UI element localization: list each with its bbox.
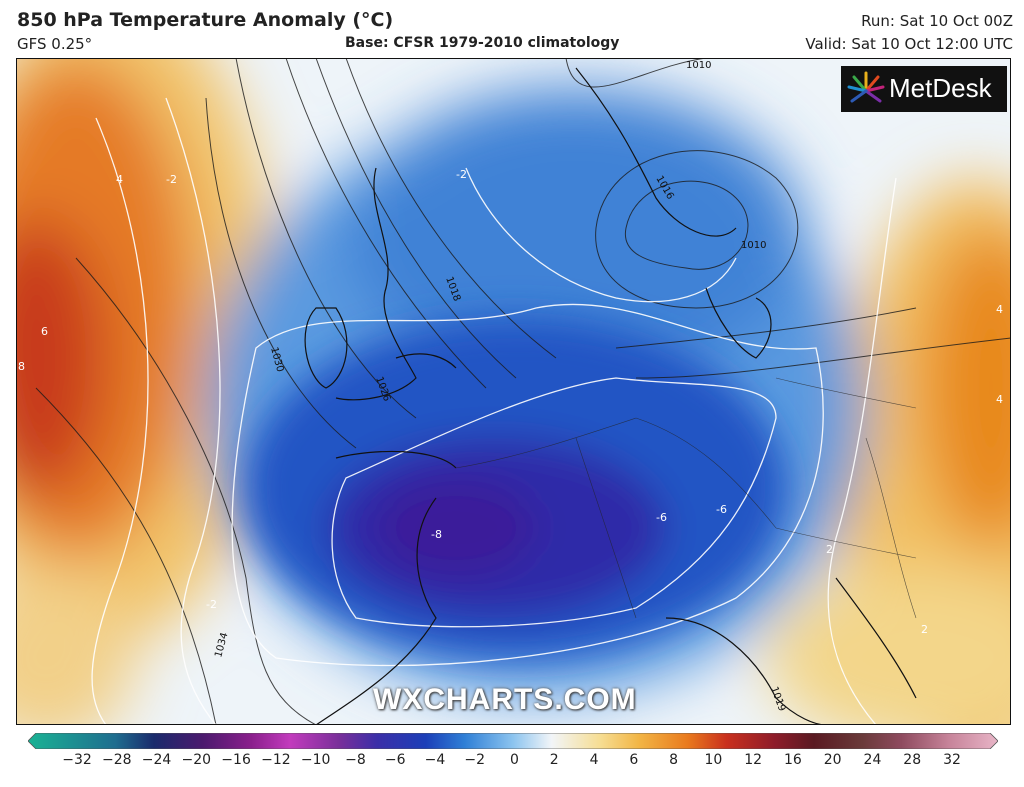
color-scale-tick: 28: [903, 752, 922, 768]
color-scale-tick: −4: [424, 752, 446, 768]
color-scale-tick: 6: [629, 752, 639, 768]
color-scale-tick: −10: [300, 752, 331, 768]
color-scale-tick: −28: [101, 752, 132, 768]
color-scale-ticks: −32 −28 −24 −20 −16 −12 −10 −8 −6 −4 −2 0 2 4 6 8 10 12 16…: [0, 752, 1024, 774]
color-scale-tick: 32: [943, 752, 961, 768]
contour-label: 8: [18, 360, 25, 373]
country-border: [865, 437, 917, 619]
east-warm-core: [921, 228, 1011, 548]
coastline-italy: [665, 617, 827, 725]
wxcharts-watermark: WXCHARTS.COM: [373, 683, 637, 716]
anomaly-contour: [827, 177, 897, 725]
country-border: [635, 417, 777, 529]
climatology-base-label: Base: CFSR 1979-2010 climatology: [345, 35, 620, 51]
country-border: [775, 527, 917, 559]
color-scale-tick: −24: [141, 752, 172, 768]
coastline-france-iberia: [315, 450, 457, 725]
contour-label: 6: [41, 325, 48, 338]
isobar: [315, 58, 517, 379]
country-border: [575, 437, 637, 619]
color-scale-bar: [28, 733, 998, 749]
anomaly-contour: [331, 377, 777, 628]
color-scale-tick: −12: [261, 752, 291, 768]
isobar: [235, 58, 417, 419]
isobar-label: 1010: [741, 240, 766, 251]
color-scale-tick: 20: [823, 752, 842, 768]
color-scale-tick: −16: [221, 752, 251, 768]
isobar: [595, 150, 799, 309]
color-scale-tick: 0: [510, 752, 519, 768]
cold-anomaly-inner: [376, 478, 536, 578]
anomaly-contour: [165, 97, 221, 725]
country-border: [455, 417, 637, 469]
contour-label: -2: [206, 598, 217, 611]
isobar: [635, 337, 1011, 379]
metdesk-logo: MetDesk: [841, 66, 1007, 112]
color-scale-tick: 4: [589, 752, 599, 768]
valid-time-label: Valid: Sat 10 Oct 12:00 UTC: [805, 35, 1013, 53]
country-border: [775, 377, 917, 409]
cold-anomaly-north: [346, 88, 806, 388]
coastline-denmark: [705, 287, 772, 359]
map-frame: [16, 58, 1011, 725]
color-scale-tick: 12: [744, 752, 763, 768]
contour-label: 2: [826, 543, 833, 556]
isobar-low-center: [624, 180, 749, 270]
model-label: GFS 0.25°: [17, 35, 93, 53]
coastline-britain: [335, 167, 457, 401]
anomaly-map: -6 -6 -8 -2 -2 -2 4 6 8 4 4 2 2 1010 101…: [16, 58, 1011, 725]
logo-text: MetDesk: [889, 73, 992, 103]
contour-label: 4: [996, 393, 1003, 406]
isobar: [285, 58, 487, 389]
contour-label: -2: [166, 173, 177, 186]
isobar: [35, 387, 217, 725]
contour-label: -8: [431, 528, 442, 541]
isobar: [565, 58, 707, 88]
anomaly-contour: [231, 303, 824, 667]
contour-label: 4: [116, 173, 123, 186]
metdesk-sun-icon: [847, 71, 885, 103]
contour-label: 4: [996, 303, 1003, 316]
anomaly-contour: [91, 117, 149, 725]
color-scale-tick: −32: [62, 752, 92, 768]
color-scale-tick: −6: [384, 752, 406, 768]
isobar: [75, 257, 317, 725]
southeast-warm: [766, 568, 1011, 725]
run-time-label: Run: Sat 10 Oct 00Z: [861, 12, 1013, 30]
color-scale-tick: 2: [549, 752, 559, 768]
isobar: [205, 97, 357, 449]
color-scale-tick: 10: [704, 752, 723, 768]
chart-title: 850 hPa Temperature Anomaly (°C): [17, 9, 394, 31]
coastline-balkans: [835, 577, 917, 699]
color-scale-tick: 16: [783, 752, 802, 768]
contour-label: -2: [456, 168, 467, 181]
coastline-norway: [575, 67, 737, 237]
color-scale-tick: 8: [669, 752, 679, 768]
color-scale-tick: −8: [345, 752, 366, 768]
isobar-label: 1010: [686, 60, 711, 71]
west-hot-core: [16, 218, 106, 498]
color-scale-tick: −20: [181, 752, 212, 768]
anomaly-contour: [465, 167, 737, 303]
isobar: [345, 58, 557, 359]
contour-label: 2: [921, 623, 928, 636]
color-scale-tick: −2: [464, 752, 486, 768]
contour-label: -6: [716, 503, 727, 516]
contour-label: -6: [656, 511, 667, 524]
color-scale-tick: 24: [863, 752, 882, 768]
coastline-ireland: [304, 307, 348, 389]
